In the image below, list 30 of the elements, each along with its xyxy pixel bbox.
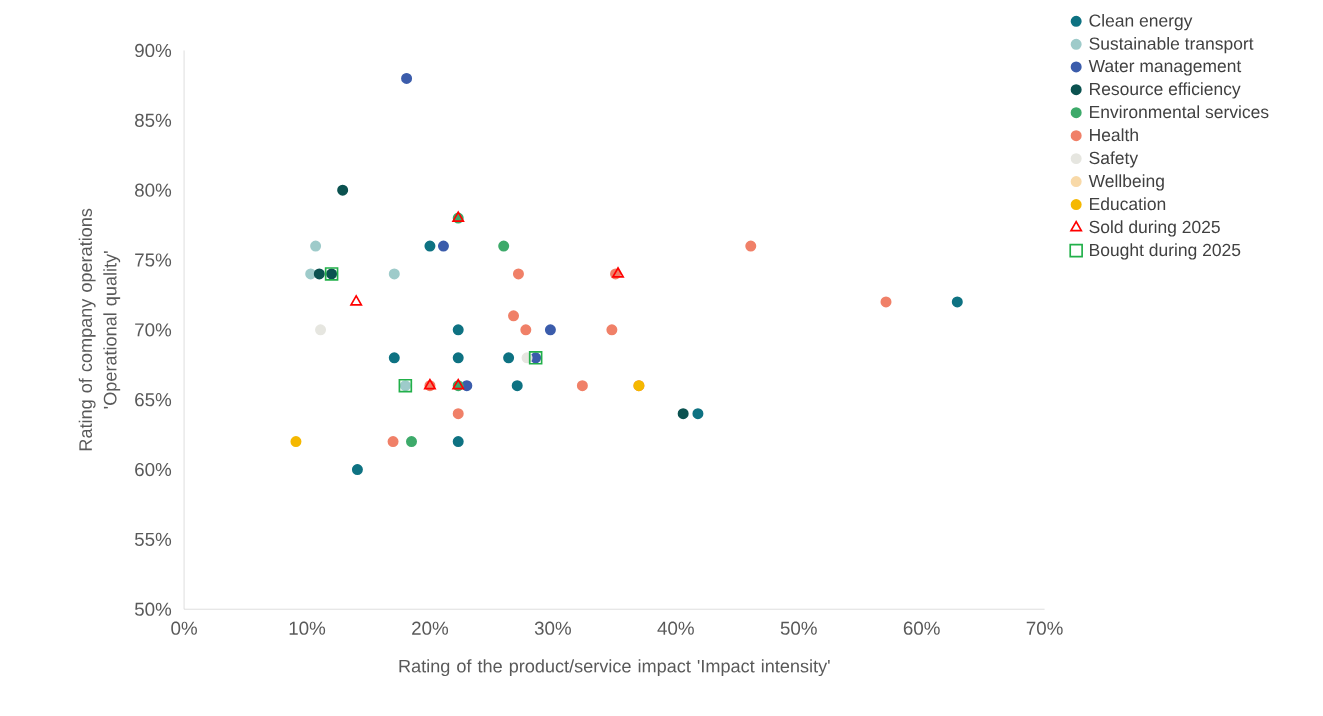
legend-label: Resource efficiency [1090,82,1241,99]
x-tick-label: 70% [1026,621,1063,635]
y-tick-label: 75% [135,253,172,267]
x-tick-label: 60% [903,621,940,635]
legend-label: Health [1090,128,1138,142]
y-tick-label: 90% [135,43,172,58]
y-axis-title: Rating of company operations 'Operational quality' [78,208,121,451]
x-tick-label: 0% [171,621,197,635]
y-tick-label: 70% [135,323,172,337]
legend-label: Clean energy [1089,14,1193,31]
x-tick-label: 10% [289,621,326,635]
y-tick-label: 60% [135,462,172,477]
x-tick-label: 30% [534,621,571,635]
legend-label: Water management [1088,60,1242,76]
y-tick-label: 80% [135,183,172,197]
legend-label: Bought during 2025 [1090,243,1241,260]
legend-label: Sustainable transport [1089,37,1254,54]
x-axis-title: Rating of the product/service impact 'Impact intensity' [399,659,830,677]
y-tick-label: 50% [134,602,172,616]
legend-label: Environmental services [1090,105,1269,119]
x-tick-label: 40% [657,621,694,635]
x-tick-label: 50% [780,621,817,635]
x-tick-label: 20% [412,621,449,635]
legend-label: Wellbeing [1088,174,1164,191]
legend-label: Sold during 2025 [1089,220,1220,237]
y-tick-label: 55% [134,532,172,547]
legend-label: Education [1090,197,1166,211]
y-tick-label: 65% [135,393,172,407]
y-tick-label: 85% [135,113,172,127]
legend-label: Safety [1089,151,1139,168]
